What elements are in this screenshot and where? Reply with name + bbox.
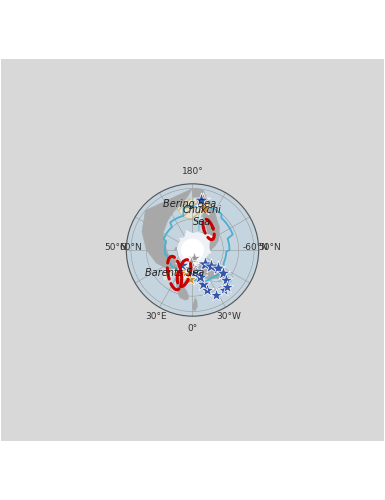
Text: 30°E: 30°E bbox=[146, 312, 167, 322]
Point bbox=[200, 280, 206, 287]
Text: -60°N: -60°N bbox=[243, 242, 269, 252]
Point bbox=[221, 286, 227, 294]
Point bbox=[208, 262, 214, 270]
Point bbox=[223, 276, 229, 284]
Text: Chukchi
Sea: Chukchi Sea bbox=[183, 205, 222, 227]
Text: 60°N: 60°N bbox=[119, 242, 142, 252]
Circle shape bbox=[182, 239, 203, 261]
Polygon shape bbox=[142, 188, 192, 270]
Point bbox=[181, 268, 187, 276]
Polygon shape bbox=[192, 188, 219, 254]
Text: 0°: 0° bbox=[187, 324, 198, 334]
Text: 180°: 180° bbox=[182, 166, 203, 175]
Polygon shape bbox=[166, 258, 174, 267]
Polygon shape bbox=[198, 209, 209, 233]
Point bbox=[220, 269, 226, 277]
Point bbox=[191, 254, 197, 262]
Point bbox=[188, 258, 194, 266]
Polygon shape bbox=[192, 298, 198, 312]
Point bbox=[213, 291, 219, 299]
Polygon shape bbox=[201, 198, 211, 218]
Point bbox=[190, 263, 196, 271]
Point bbox=[202, 260, 208, 268]
Polygon shape bbox=[181, 258, 183, 260]
Point bbox=[192, 268, 199, 276]
Text: 30°W: 30°W bbox=[216, 312, 241, 322]
Point bbox=[187, 275, 193, 283]
Polygon shape bbox=[198, 260, 233, 286]
Polygon shape bbox=[184, 263, 189, 270]
Point bbox=[201, 204, 207, 212]
Point bbox=[186, 264, 192, 272]
Text: 50°N: 50°N bbox=[258, 242, 281, 252]
Text: Barents Sea: Barents Sea bbox=[145, 268, 204, 278]
Polygon shape bbox=[176, 276, 189, 300]
Polygon shape bbox=[163, 260, 177, 280]
Point bbox=[214, 264, 221, 272]
Point bbox=[198, 196, 204, 204]
Polygon shape bbox=[173, 265, 189, 290]
Polygon shape bbox=[201, 285, 209, 290]
Text: Bering Sea: Bering Sea bbox=[164, 199, 217, 209]
Point bbox=[204, 286, 210, 294]
Polygon shape bbox=[174, 247, 180, 250]
Polygon shape bbox=[175, 198, 206, 220]
Polygon shape bbox=[196, 258, 229, 280]
Point bbox=[177, 269, 183, 277]
Point bbox=[200, 196, 206, 204]
Text: 50°N: 50°N bbox=[104, 242, 127, 252]
Point bbox=[224, 283, 230, 291]
Polygon shape bbox=[177, 230, 213, 268]
Point bbox=[197, 273, 203, 281]
Circle shape bbox=[126, 184, 259, 316]
Point bbox=[179, 261, 185, 269]
